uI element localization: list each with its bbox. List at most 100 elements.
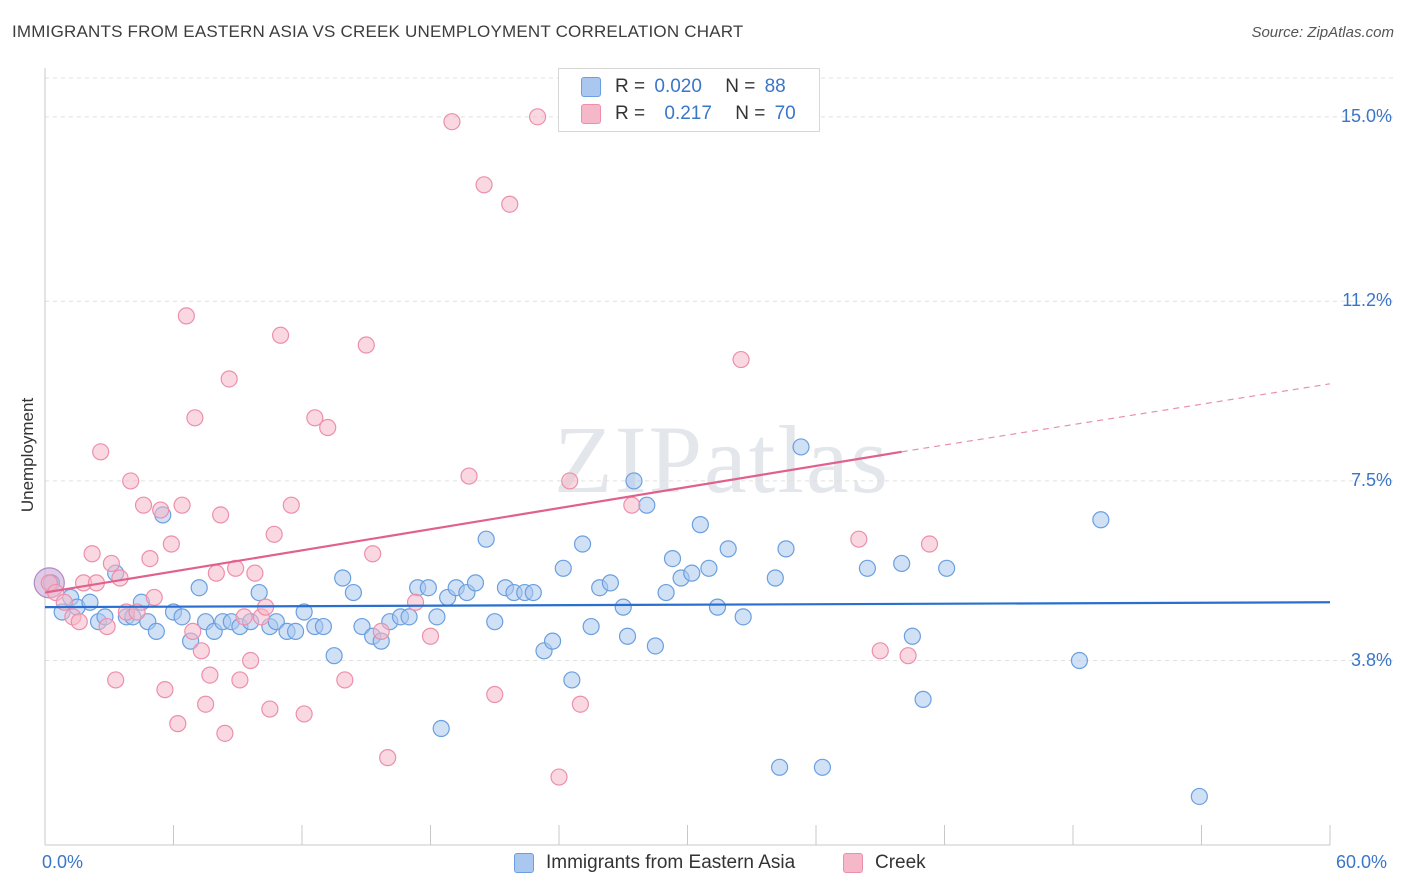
immigrants-point-28: [286, 622, 305, 641]
bottom-legend-immigrants: Immigrants from Eastern Asia: [514, 852, 795, 874]
creek-point-58: [486, 685, 504, 704]
trend-lines: [44, 383, 1331, 609]
source-label: Source: ZipAtlas.com: [1251, 24, 1394, 41]
creek-point-68: [899, 647, 917, 665]
y-tick-label-0: 3.8%: [1350, 649, 1392, 670]
immigrants-point-17: [190, 579, 208, 597]
creek-point-57: [475, 176, 493, 194]
creek-point-48: [336, 671, 354, 689]
bottom-legend-label: Immigrants from Eastern Asia: [546, 852, 796, 873]
bottom-legend-swatch-pink: [843, 853, 863, 873]
immigrants-point-58: [573, 535, 592, 553]
creek-point-33: [220, 370, 238, 388]
immigrants-point-82: [893, 554, 911, 573]
creek-point-21: [162, 535, 180, 553]
immigrants-point-42: [419, 579, 437, 597]
immigrants-point-63: [618, 627, 637, 645]
immigrants-point-64: [625, 472, 643, 490]
trend-line-creek-extension: [901, 383, 1331, 453]
immigrants-point-76: [766, 569, 784, 587]
creek-point-52: [379, 749, 397, 767]
creek-point-19: [152, 501, 170, 519]
creek-point-25: [184, 622, 202, 641]
immigrants-point-48: [477, 530, 495, 548]
immigrants-point-57: [563, 671, 581, 689]
watermark: ZIPatlas: [554, 406, 890, 513]
trend-line-creek: [44, 450, 902, 594]
creek-point-55: [443, 113, 461, 131]
creek-point-41: [261, 700, 279, 718]
creek-point-8: [92, 443, 110, 461]
creek-point-4: [70, 613, 88, 631]
immigrants-point-72: [700, 559, 718, 577]
creek-point-38: [246, 564, 264, 582]
immigrants-point-49: [486, 613, 504, 631]
creek-point-64: [623, 496, 641, 514]
creek-point-54: [421, 627, 440, 645]
immigrants-point-59: [582, 617, 600, 636]
creek-point-69: [920, 535, 939, 553]
immigrants-point-55: [543, 632, 562, 650]
creek-point-49: [357, 336, 375, 354]
bottom-legend-creek: Creek: [843, 852, 926, 874]
x-tick-label-max: 60.0%: [1336, 852, 1388, 872]
creek-point-42: [265, 525, 283, 543]
creek-point-46: [306, 409, 324, 427]
immigrants-point-67: [657, 583, 675, 602]
creek-point-62: [561, 472, 579, 490]
y-tick-label-2: 11.2%: [1342, 290, 1392, 311]
creek-point-18: [145, 588, 163, 607]
immigrants-point-77: [777, 540, 795, 558]
immigrants-point-88: [1190, 787, 1208, 806]
creek-point-45: [295, 705, 313, 723]
legend-swatch-pink: [581, 104, 601, 124]
legend-n-value: 70: [774, 103, 796, 124]
immigrants-point-87: [1092, 511, 1110, 529]
immigrants-point-68: [663, 549, 682, 568]
creek-point-44: [282, 496, 300, 514]
series-immigrants-points: [33, 438, 1208, 806]
immigrants-point-24: [250, 583, 268, 602]
creek-point-26: [186, 409, 204, 427]
legend-r-label: R =: [615, 103, 646, 124]
immigrants-point-81: [858, 559, 877, 577]
creek-point-6: [83, 545, 101, 563]
immigrants-point-56: [554, 559, 572, 577]
immigrants-point-75: [734, 608, 752, 626]
immigrants-point-89: [432, 719, 450, 738]
creek-point-53: [406, 593, 425, 611]
immigrants-point-78: [792, 438, 810, 456]
legend-swatch-blue: [581, 77, 601, 97]
legend-r-value: 0.020: [654, 76, 702, 97]
immigrants-point-83: [903, 627, 921, 645]
creek-point-9: [98, 617, 116, 636]
creek-point-61: [550, 768, 568, 786]
creek-point-37: [242, 651, 260, 670]
immigrants-point-34: [344, 583, 362, 602]
creek-point-17: [141, 549, 159, 568]
immigrants-point-35: [353, 617, 371, 636]
creek-point-36: [235, 608, 253, 626]
creek-point-47: [319, 418, 337, 437]
creek-point-60: [528, 108, 547, 126]
immigrants-point-40: [400, 608, 418, 626]
immigrants-point-73: [708, 598, 727, 616]
creek-point-35: [231, 671, 249, 689]
immigrants-point-80: [813, 758, 832, 776]
creek-point-10: [102, 554, 120, 573]
immigrants-point-29: [295, 603, 313, 621]
creek-point-28: [197, 695, 215, 713]
creek-point-43: [271, 326, 290, 344]
bottom-legend-label: Creek: [875, 852, 926, 873]
creek-point-51: [372, 622, 390, 641]
legend-n-value: 88: [764, 76, 786, 97]
immigrants-point-85: [938, 559, 956, 577]
creek-point-12: [111, 569, 129, 587]
creek-point-11: [107, 671, 125, 689]
immigrants-point-79: [770, 758, 789, 776]
immigrants-point-33: [334, 569, 352, 587]
creek-point-59: [501, 195, 519, 213]
immigrants-point-15: [173, 608, 191, 626]
creek-point-67: [871, 642, 889, 660]
immigrants-point-84: [914, 690, 932, 708]
